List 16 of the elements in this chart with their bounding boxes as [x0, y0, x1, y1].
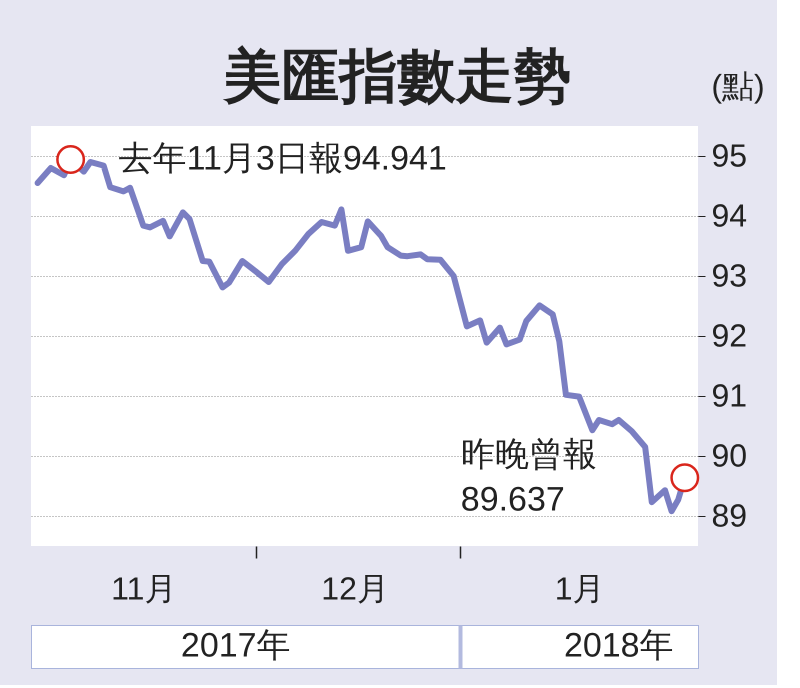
y-tick-label: 92: [712, 318, 748, 354]
chart-title: 美匯指數走勢: [222, 42, 572, 110]
x-tick-label: 12月: [321, 570, 389, 606]
x-tick-label: 11月: [111, 570, 176, 606]
x2-tick-label: 2018年: [564, 626, 674, 664]
annotation: 昨晚曾報 89.637: [460, 435, 597, 518]
y-tick-label: 90: [712, 438, 748, 474]
y-tick-label: 94: [712, 198, 748, 234]
x-tick-label: 1月: [554, 570, 605, 606]
y-axis-title: (點): [711, 68, 765, 104]
annotation: 去年11月3日報94.941: [118, 140, 447, 178]
y-tick-label: 91: [712, 378, 748, 414]
x2-tick-label: 2017年: [180, 626, 291, 664]
y-tick-label: 93: [712, 258, 748, 294]
y-tick-label: 89: [712, 498, 748, 534]
y-tick-label: 95: [712, 138, 748, 174]
